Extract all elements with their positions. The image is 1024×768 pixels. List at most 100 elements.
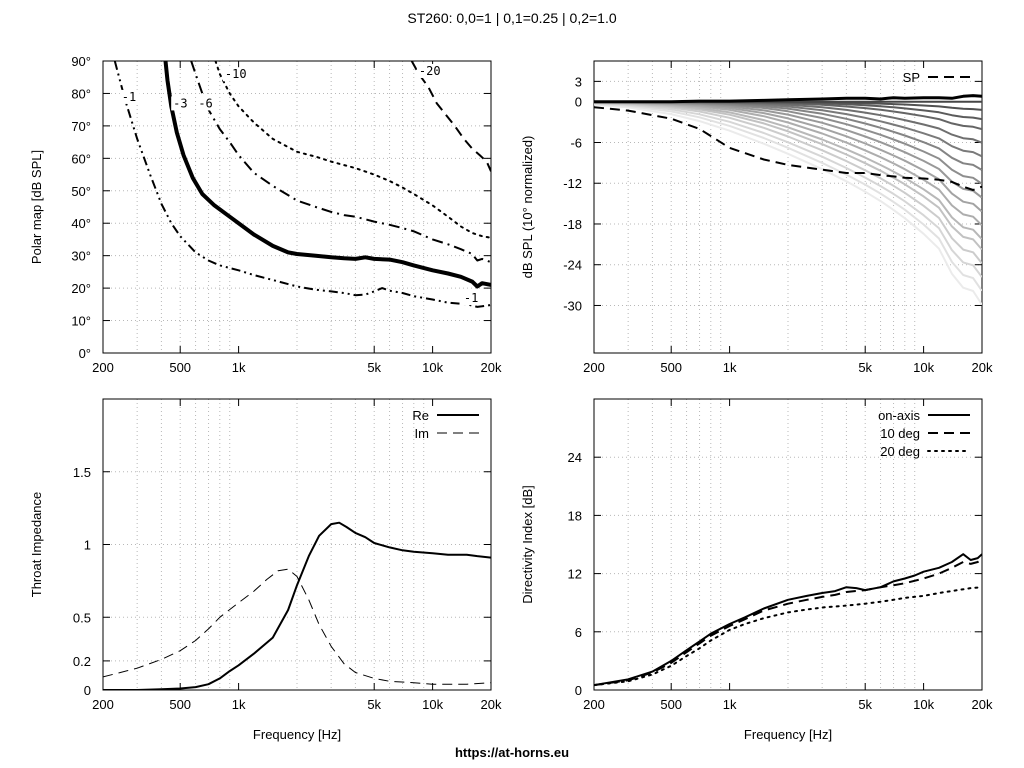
angle-curve	[594, 102, 982, 292]
directivity-index-panel: 200 500 1k 5k 10k 20k 0 6 12 18 24 Directivity Inde…	[520, 398, 993, 742]
x-axis-label: Frequency [Hz]	[253, 727, 341, 742]
y-tick-label: 18	[568, 508, 582, 523]
y-axis-label: Polar map [dB SPL]	[29, 150, 44, 264]
contour-label-bg	[119, 89, 140, 104]
y-tick-label: 40°	[71, 216, 91, 231]
x-tick-label: 500	[660, 360, 682, 375]
y-tick-label: 0	[84, 683, 91, 698]
y-tick-label: -12	[563, 176, 582, 191]
x-tick-label: 20k	[481, 360, 502, 375]
x-tick-label: 5k	[367, 360, 381, 375]
legend-label: SP	[903, 70, 920, 85]
angle-curve	[594, 101, 982, 265]
contour-line	[190, 61, 491, 264]
y-tick-label: 20°	[71, 281, 91, 296]
y-tick-label: 12	[568, 567, 582, 582]
series-line-re	[103, 521, 491, 690]
x-tick-label: 20k	[972, 697, 993, 712]
y-tick-label: 0.2	[73, 654, 91, 669]
y-tick-label: -24	[563, 258, 582, 273]
x-tick-label: 1k	[232, 697, 246, 712]
figure-title: ST260: 0,0=1 | 0,1=0.25 | 0,2=1.0	[407, 10, 616, 26]
plot-area	[103, 521, 491, 690]
y-tick-label: 70°	[71, 119, 91, 134]
y-tick-label: -30	[563, 298, 582, 313]
y-tick-label: 10°	[71, 314, 91, 329]
series-line-im	[103, 568, 491, 685]
x-tick-label: 10k	[913, 697, 934, 712]
y-axis-label: Directivity Index [dB]	[520, 485, 535, 604]
spl-normalized-panel: 200 500 1k 5k 10k 20k 3 0 -6 -12 -18 -24 -30 dB SPL (…	[520, 60, 993, 375]
contour-line	[113, 61, 491, 308]
contour-label: -3	[173, 96, 187, 110]
y-tick-label: 60°	[71, 151, 91, 166]
contour-label-bg	[222, 67, 251, 82]
y-tick-label: 80°	[71, 86, 91, 101]
y-axis-label: dB SPL (10° normalized)	[520, 136, 535, 279]
contour-line	[410, 61, 491, 172]
series-line-sp	[594, 106, 982, 191]
contour-label-bg	[461, 291, 482, 306]
angle-curve	[594, 101, 982, 213]
y-tick-label: 0°	[79, 346, 91, 361]
polar-map-panel: 200 500 1k 5k 10k 20k 0° 10° 20° 30° 40° 50° 60° 70° 8…	[29, 54, 502, 375]
y-tick-label: -6	[570, 135, 582, 150]
contour-label: -1	[464, 291, 478, 305]
legend-label: Im	[415, 426, 429, 441]
x-tick-label: 10k	[913, 360, 934, 375]
x-tick-label: 500	[169, 697, 191, 712]
angle-curve	[594, 101, 982, 240]
x-axis-label: Frequency [Hz]	[744, 727, 832, 742]
x-tick-label: 200	[583, 360, 605, 375]
contour-label: -20	[419, 64, 441, 78]
contour-line	[163, 61, 491, 289]
x-tick-label: 5k	[858, 360, 872, 375]
contour-label-bg	[416, 63, 445, 78]
y-tick-label: -18	[563, 217, 582, 232]
y-tick-label: 24	[568, 450, 582, 465]
contour-label: -6	[198, 96, 212, 110]
x-tick-label: 200	[583, 697, 605, 712]
x-tick-label: 10k	[422, 697, 443, 712]
series-line-0	[594, 94, 982, 104]
y-tick-label: 1	[84, 538, 91, 553]
y-tick-label: 3	[575, 74, 582, 89]
legend-label: Re	[412, 408, 429, 423]
y-tick-label: 0.5	[73, 610, 91, 625]
plot-frame	[102, 60, 492, 354]
plot-area: -1 -3 -6 -10 -20 -1	[113, 61, 491, 308]
plot-frame	[102, 398, 492, 691]
series-line-10deg	[594, 558, 982, 687]
y-tick-label: 0	[575, 95, 582, 110]
legend-label: 20 deg	[880, 444, 920, 459]
x-tick-label: 1k	[232, 360, 246, 375]
x-tick-label: 20k	[972, 360, 993, 375]
contour-line	[214, 61, 491, 239]
x-tick-label: 500	[169, 360, 191, 375]
x-tick-label: 200	[92, 697, 114, 712]
series-line-20deg	[594, 586, 982, 687]
y-tick-label: 6	[575, 625, 582, 640]
y-axis-label: Throat Impedance	[29, 492, 44, 598]
figure-footer-url: https://at-horns.eu	[455, 745, 569, 760]
x-tick-label: 200	[92, 360, 114, 375]
x-tick-label: 500	[660, 697, 682, 712]
angle-curve	[594, 101, 982, 251]
contour-label: -10	[225, 67, 247, 81]
plot-area	[594, 94, 982, 306]
plot-frame	[593, 398, 983, 691]
legend-label: 10 deg	[880, 426, 920, 441]
angle-curve	[594, 101, 982, 227]
series-line-onaxis	[594, 553, 982, 687]
y-tick-label: 90°	[71, 54, 91, 69]
angle-curve	[594, 103, 982, 306]
plot-frame	[593, 60, 983, 354]
y-tick-label: 50°	[71, 184, 91, 199]
x-tick-label: 1k	[723, 697, 737, 712]
y-tick-label: 0	[575, 683, 582, 698]
y-tick-label: 30°	[71, 249, 91, 264]
x-tick-label: 1k	[723, 360, 737, 375]
throat-impedance-panel: 200 500 1k 5k 10k 20k 0 0.2 0.5 1 1.5 Throat Impeda…	[29, 398, 502, 742]
x-tick-label: 5k	[858, 697, 872, 712]
